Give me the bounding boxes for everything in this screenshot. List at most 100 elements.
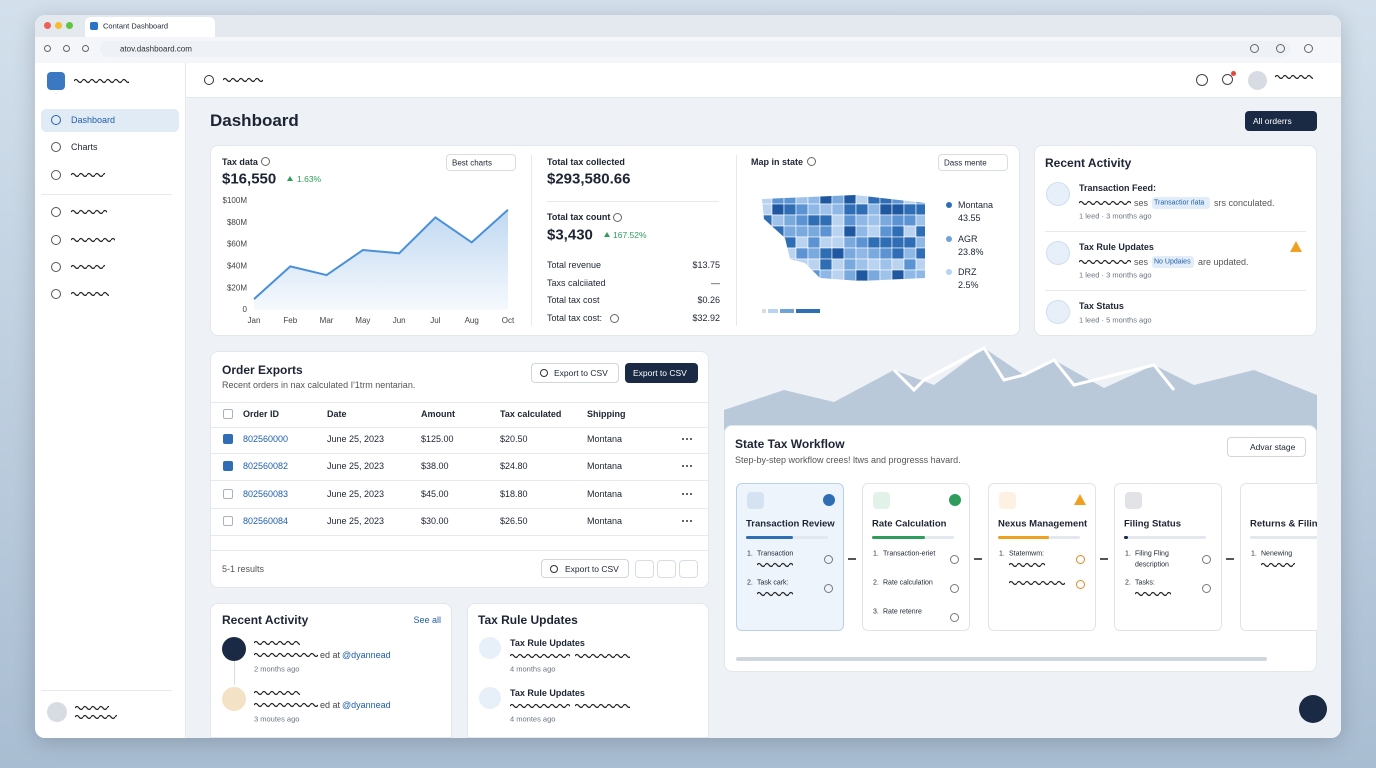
divider <box>41 194 172 195</box>
pagination-button[interactable] <box>635 560 654 578</box>
nav-item-active[interactable] <box>41 109 179 132</box>
divider <box>211 480 708 482</box>
icon <box>51 170 61 180</box>
row-menu-dot <box>682 492 684 495</box>
dropdown[interactable] <box>446 154 516 171</box>
cell[interactable]: 802560083 <box>243 488 289 499</box>
divider <box>211 534 708 536</box>
stage-title: Filing Status <box>1124 518 1181 530</box>
trend-icon <box>287 176 293 181</box>
map-region <box>831 195 845 205</box>
checkbox[interactable] <box>223 515 233 526</box>
column-header[interactable]: Tax calculated <box>500 409 562 419</box>
map-region <box>879 247 893 260</box>
workflow-stage[interactable]: Returns & Filing 1. Nenewing <box>1240 483 1317 631</box>
tab-title: Contant Dashboard <box>103 21 169 31</box>
window-control[interactable] <box>44 22 51 29</box>
window-control[interactable] <box>66 22 73 29</box>
add-stage-button[interactable] <box>1227 437 1306 457</box>
cell[interactable]: 802560000 <box>243 434 289 444</box>
activity-meta: 1 leed · 3 months ago <box>1079 270 1152 280</box>
step-number: 2. <box>1125 579 1131 587</box>
checkbox[interactable] <box>223 488 233 499</box>
workflow-stage[interactable]: Nexus Management 1. Statemwm: <box>988 483 1096 631</box>
window-control[interactable] <box>55 22 62 29</box>
cell: $125.00 <box>421 434 454 444</box>
badge <box>1152 197 1210 209</box>
see-all-link[interactable]: See all <box>413 615 441 625</box>
map-region <box>867 236 881 249</box>
map-region <box>867 258 881 271</box>
card-title: State Tax Workflow <box>735 437 845 451</box>
pagination-button[interactable] <box>679 560 698 578</box>
scrollbar[interactable] <box>736 657 1267 661</box>
activity-handle[interactable]: @dyannead <box>342 650 391 660</box>
activity-handle[interactable]: @dyannead <box>342 700 391 710</box>
cell[interactable]: 802560082 <box>243 461 289 472</box>
pagination-button[interactable] <box>657 560 676 578</box>
dropdown-label: Best charts <box>452 158 493 168</box>
map-region <box>762 225 773 238</box>
icon <box>1196 74 1208 86</box>
stage-arrow <box>848 558 856 560</box>
map-region <box>771 203 785 216</box>
column-header[interactable]: Order ID <box>243 409 280 419</box>
step-number: 2. <box>747 579 753 587</box>
area <box>254 209 508 310</box>
map-region <box>915 258 925 271</box>
icon <box>51 262 61 272</box>
placeholder-text <box>75 705 109 711</box>
map-region <box>915 269 925 281</box>
cell: Montana <box>587 434 623 444</box>
stage-icon <box>747 492 764 509</box>
map-region <box>819 280 833 281</box>
map-region <box>762 236 773 249</box>
kpi-value: $293,580.66 <box>547 170 631 188</box>
checkbox[interactable] <box>223 461 233 472</box>
cell[interactable]: 802560084 <box>243 515 289 526</box>
column-header[interactable]: Shipping <box>587 409 626 419</box>
filter-button[interactable] <box>1245 111 1317 131</box>
column-header[interactable]: Amount <box>421 409 455 419</box>
stage-progress-track <box>1250 536 1317 539</box>
export-button[interactable] <box>541 559 629 578</box>
card-label: Map in state <box>751 157 804 167</box>
map-region <box>783 203 797 216</box>
nav-item[interactable]: Dashboard <box>71 115 116 125</box>
map-region <box>867 225 881 238</box>
dropdown[interactable] <box>938 154 1008 171</box>
map-region <box>783 214 797 227</box>
kpi-value: $16,550 <box>222 170 277 188</box>
workflow-stage[interactable]: Rate Calculation 1. Transaction-eriet 2. Rat… <box>862 483 970 631</box>
x-tick-label: Jun <box>393 316 406 325</box>
placeholder-text <box>223 77 263 83</box>
avatar[interactable] <box>1248 71 1267 90</box>
checkbox[interactable] <box>223 409 233 419</box>
chat-button[interactable] <box>1299 695 1327 723</box>
row-value: — <box>711 277 720 288</box>
nav-item[interactable]: Charts <box>71 142 98 152</box>
map-region <box>879 269 893 281</box>
cell: $20.50 <box>500 434 528 444</box>
map-region <box>832 292 844 293</box>
map-region <box>771 258 785 271</box>
placeholder-text <box>757 562 793 568</box>
export-button[interactable] <box>625 363 698 383</box>
map-region <box>915 195 925 205</box>
column-header[interactable]: Date <box>327 409 347 419</box>
favicon <box>90 22 98 30</box>
map-region <box>891 225 905 238</box>
legend-swatch <box>946 235 952 242</box>
map-region <box>762 258 773 271</box>
address-bar[interactable] <box>100 41 1290 57</box>
tab[interactable] <box>85 17 215 37</box>
export-button[interactable] <box>531 363 619 383</box>
top-bar <box>186 63 1341 98</box>
kpi-change: 167.52% <box>613 230 647 240</box>
workflow-stage[interactable]: Filing Status 1. Filing Fling description 2… <box>1114 483 1222 631</box>
map-region <box>915 214 925 227</box>
checkbox[interactable] <box>223 434 233 444</box>
workflow-stage[interactable]: Transaction Review 1. Transaction 2. Task ca… <box>736 483 844 631</box>
y-tick-label: $40M <box>227 262 247 271</box>
map-region <box>795 203 809 216</box>
